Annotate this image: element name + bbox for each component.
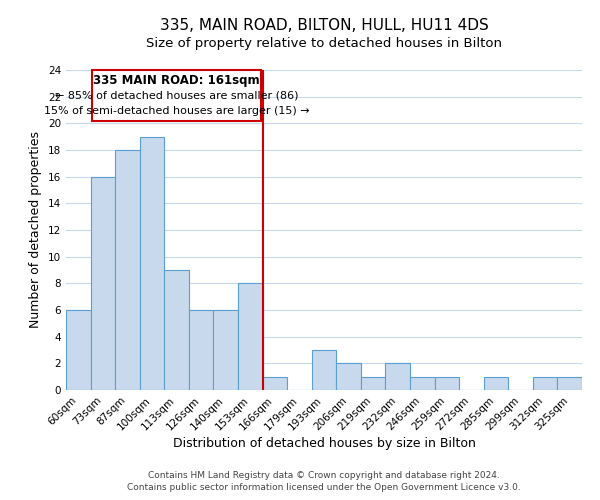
Text: 15% of semi-detached houses are larger (15) →: 15% of semi-detached houses are larger (…	[44, 106, 310, 116]
Text: 335 MAIN ROAD: 161sqm: 335 MAIN ROAD: 161sqm	[93, 74, 260, 86]
Bar	[361, 376, 385, 390]
Bar	[336, 364, 361, 390]
Bar	[557, 376, 582, 390]
Bar	[140, 136, 164, 390]
Bar	[434, 376, 459, 390]
Bar	[91, 176, 115, 390]
Bar	[312, 350, 336, 390]
Text: ← 85% of detached houses are smaller (86): ← 85% of detached houses are smaller (86…	[55, 90, 298, 101]
Bar	[214, 310, 238, 390]
Text: 335, MAIN ROAD, BILTON, HULL, HU11 4DS: 335, MAIN ROAD, BILTON, HULL, HU11 4DS	[160, 18, 488, 32]
Y-axis label: Number of detached properties: Number of detached properties	[29, 132, 43, 328]
Text: Contains HM Land Registry data © Crown copyright and database right 2024.: Contains HM Land Registry data © Crown c…	[148, 470, 500, 480]
Bar	[164, 270, 189, 390]
Text: Contains public sector information licensed under the Open Government Licence v3: Contains public sector information licen…	[127, 483, 521, 492]
Bar	[410, 376, 434, 390]
Bar	[66, 310, 91, 390]
Bar	[484, 376, 508, 390]
Bar	[385, 364, 410, 390]
Bar	[189, 310, 214, 390]
Text: Size of property relative to detached houses in Bilton: Size of property relative to detached ho…	[146, 38, 502, 51]
FancyBboxPatch shape	[92, 70, 262, 120]
Bar	[115, 150, 140, 390]
X-axis label: Distribution of detached houses by size in Bilton: Distribution of detached houses by size …	[173, 438, 475, 450]
Bar	[533, 376, 557, 390]
Bar	[263, 376, 287, 390]
Bar	[238, 284, 263, 390]
